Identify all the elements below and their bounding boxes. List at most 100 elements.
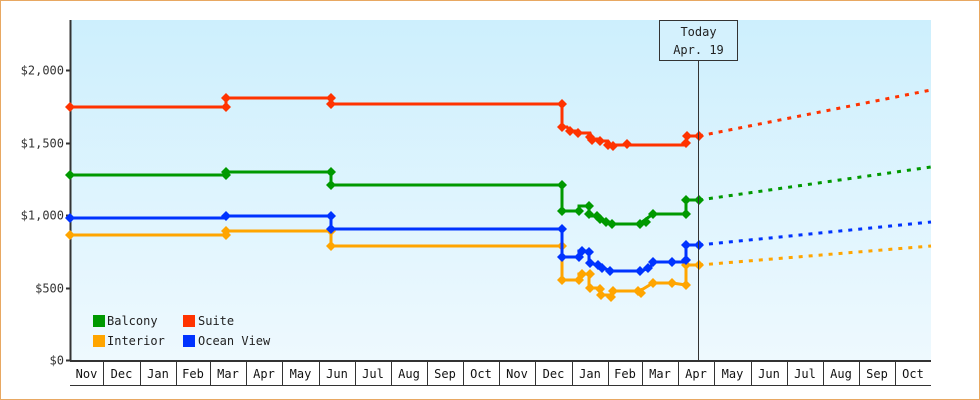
data-point-marker[interactable] [557, 224, 567, 234]
y-tick-label: $1,500 [21, 137, 64, 151]
data-point-marker[interactable] [557, 252, 567, 262]
data-point-marker[interactable] [585, 283, 595, 293]
month-label: Mar [649, 367, 671, 381]
data-point-marker[interactable] [641, 217, 651, 227]
data-point-marker[interactable] [597, 263, 607, 273]
month-label: Nov [76, 367, 98, 381]
legend-swatch-suite [183, 315, 195, 327]
month-label: Jun [326, 367, 348, 381]
data-point-marker[interactable] [596, 290, 606, 300]
data-point-marker[interactable] [221, 93, 231, 103]
data-point-marker[interactable] [65, 213, 75, 223]
month-label: Mar [217, 367, 239, 381]
legend-label-suite: Suite [198, 314, 234, 328]
today-date: Apr. 19 [673, 43, 724, 57]
data-point-marker[interactable] [326, 99, 336, 109]
data-point-marker[interactable] [326, 211, 336, 221]
month-label: Feb [182, 367, 204, 381]
today-box [659, 20, 738, 61]
month-label: Jun [758, 367, 780, 381]
legend-label-ocean-view: Ocean View [198, 334, 271, 348]
data-point-marker[interactable] [557, 122, 567, 132]
month-label: Aug [830, 367, 852, 381]
data-point-marker[interactable] [557, 206, 567, 216]
month-label: Dec [543, 367, 565, 381]
data-point-marker[interactable] [605, 266, 615, 276]
data-point-marker[interactable] [595, 136, 605, 146]
data-point-marker[interactable] [577, 269, 587, 279]
data-point-marker[interactable] [326, 167, 336, 177]
legend-label-interior: Interior [107, 334, 165, 348]
data-point-marker[interactable] [648, 257, 658, 267]
month-label: Dec [111, 367, 133, 381]
data-point-marker[interactable] [221, 167, 231, 177]
month-label: May [290, 367, 312, 381]
data-point-marker[interactable] [557, 99, 567, 109]
data-point-marker[interactable] [585, 258, 595, 268]
data-point-marker[interactable] [573, 128, 583, 138]
month-label: May [722, 367, 744, 381]
data-point-marker[interactable] [65, 102, 75, 112]
data-point-marker[interactable] [584, 201, 594, 211]
data-point-marker[interactable] [681, 195, 691, 205]
data-point-marker[interactable] [648, 278, 658, 288]
data-point-marker[interactable] [587, 135, 597, 145]
y-tick-label: $1,000 [21, 209, 64, 223]
data-point-marker[interactable] [221, 211, 231, 221]
y-tick-label: $2,000 [21, 64, 64, 78]
y-axis-ticks: $0 $500 $1,000 $1,500 $2,000 [21, 64, 71, 368]
series-ocean-view [65, 211, 932, 276]
plot-area [71, 20, 931, 360]
forecast-line [698, 244, 932, 267]
legend-swatch-interior [93, 335, 105, 347]
data-point-marker[interactable] [635, 266, 645, 276]
month-label: Feb [614, 367, 636, 381]
series-balcony [65, 165, 932, 229]
data-point-marker[interactable] [608, 141, 618, 151]
data-point-marker[interactable] [608, 286, 618, 296]
data-point-marker[interactable] [574, 206, 584, 216]
month-label: Apr [685, 367, 707, 381]
series-interior [65, 226, 932, 302]
data-point-marker[interactable] [326, 241, 336, 251]
month-label: Oct [902, 367, 924, 381]
data-point-marker[interactable] [648, 209, 658, 219]
data-point-marker[interactable] [577, 246, 587, 256]
data-point-marker[interactable] [636, 288, 646, 298]
data-point-marker[interactable] [326, 224, 336, 234]
data-point-marker[interactable] [557, 180, 567, 190]
month-label: Sep [866, 367, 888, 381]
data-point-marker[interactable] [681, 138, 691, 148]
data-point-marker[interactable] [585, 269, 595, 279]
legend-label-balcony: Balcony [107, 314, 158, 328]
data-point-marker[interactable] [326, 180, 336, 190]
data-point-marker[interactable] [681, 280, 691, 290]
data-point-marker[interactable] [326, 93, 336, 103]
data-point-marker[interactable] [667, 278, 677, 288]
data-point-marker[interactable] [584, 209, 594, 219]
series-suite [65, 88, 932, 151]
series-group [65, 88, 932, 302]
y-tick-label: $0 [50, 354, 64, 368]
data-point-marker[interactable] [221, 102, 231, 112]
data-point-marker[interactable] [622, 139, 632, 149]
data-point-marker[interactable] [681, 255, 691, 265]
data-point-marker[interactable] [682, 131, 692, 141]
data-point-marker[interactable] [65, 230, 75, 240]
month-label: Oct [470, 367, 492, 381]
data-point-marker[interactable] [681, 209, 691, 219]
month-label: Jul [362, 367, 384, 381]
data-point-marker[interactable] [643, 263, 653, 273]
month-label: Aug [398, 367, 420, 381]
data-point-marker[interactable] [667, 257, 677, 267]
data-point-marker[interactable] [607, 219, 617, 229]
data-point-marker[interactable] [584, 247, 594, 257]
data-point-marker[interactable] [65, 170, 75, 180]
month-label: Jul [794, 367, 816, 381]
data-point-marker[interactable] [221, 226, 231, 236]
month-label: Jan [579, 367, 601, 381]
data-point-marker[interactable] [557, 275, 567, 285]
data-point-marker[interactable] [565, 126, 575, 136]
today-title: Today [680, 25, 716, 39]
data-point-marker[interactable] [681, 240, 691, 250]
